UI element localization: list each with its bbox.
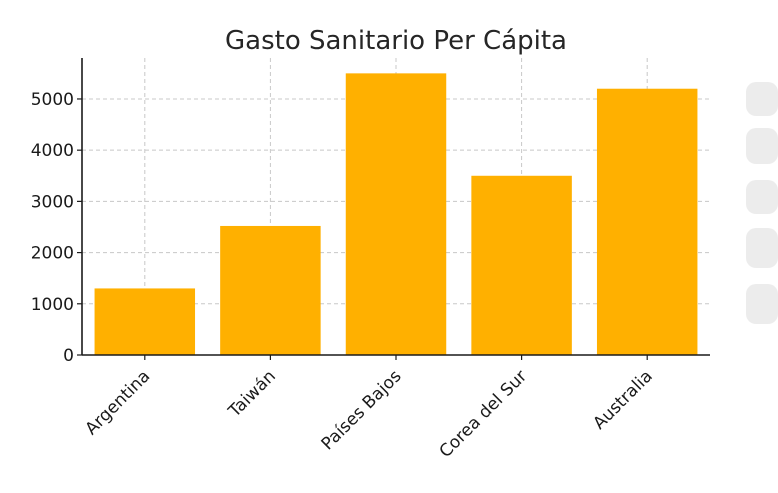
bars xyxy=(94,73,698,356)
bar-países-bajos xyxy=(345,73,447,356)
y-tick-label: 4000 xyxy=(31,141,74,161)
x-tick-label: Australia xyxy=(589,366,656,433)
x-tick-label: Argentina xyxy=(82,366,155,439)
y-tick-label: 2000 xyxy=(31,244,74,264)
x-axis-ticks: Argentina Taiwán Países Bajos Corea del Sur… xyxy=(82,355,657,462)
y-tick-label: 3000 xyxy=(31,192,74,212)
y-tick-label: 0 xyxy=(63,346,74,366)
x-tick-label: Corea del Sur xyxy=(436,366,532,462)
y-tick-label: 5000 xyxy=(31,90,74,110)
y-axis-ticks: 0 1000 2000 3000 4000 5000 xyxy=(31,90,82,366)
x-tick-label: Países Bajos xyxy=(318,366,406,454)
x-tick-label: Taiwán xyxy=(224,366,280,422)
bar-taiwán xyxy=(220,225,321,355)
bar-argentina xyxy=(94,288,196,355)
edge-shadow-artifacts xyxy=(746,82,778,324)
bar-corea-del-sur xyxy=(471,175,572,355)
chart-title: Gasto Sanitario Per Cápita xyxy=(225,26,567,56)
y-tick-label: 1000 xyxy=(31,295,74,315)
bar-australia xyxy=(596,88,698,356)
